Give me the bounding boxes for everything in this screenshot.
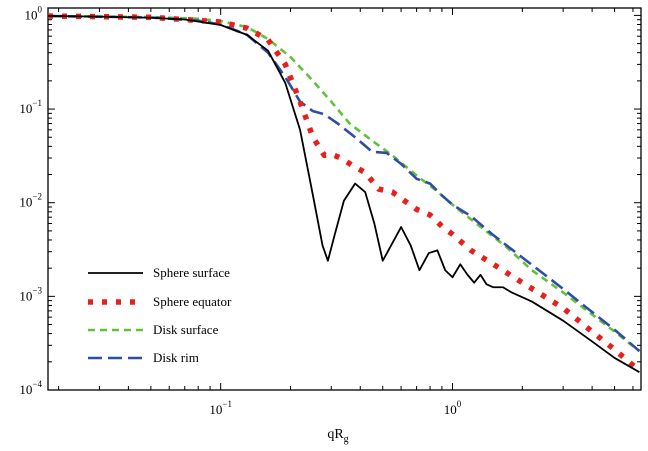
series-layer bbox=[48, 13, 641, 373]
legend: Sphere surface Sphere equator Disk surface… bbox=[88, 265, 232, 365]
y-tick-label: 10−2 bbox=[19, 192, 42, 210]
ticks-layer: 10−1 100 100 10−1 10−2 10−3 10−4 bbox=[19, 4, 641, 417]
legend-label: Disk surface bbox=[153, 322, 219, 337]
x-axis-label-sub: g bbox=[344, 434, 349, 445]
y-tick-label: 10−1 bbox=[19, 98, 42, 116]
y-tick-label: 10−3 bbox=[19, 285, 42, 303]
legend-label: Sphere surface bbox=[153, 265, 230, 280]
x-tick-label: 100 bbox=[444, 399, 462, 417]
x-axis-label-main: qR bbox=[327, 427, 344, 442]
y-tick-label: 10−4 bbox=[19, 379, 42, 397]
legend-label: Sphere equator bbox=[153, 294, 232, 309]
series-line-sphere-surface bbox=[48, 15, 640, 373]
series-line-sphere-equator bbox=[48, 13, 641, 373]
y-tick-label: 100 bbox=[25, 4, 43, 22]
series-line-disk-rim bbox=[48, 14, 641, 353]
series-line-disk-surface bbox=[48, 14, 641, 353]
x-axis-label: qRg bbox=[327, 427, 348, 445]
legend-label: Disk rim bbox=[153, 350, 199, 365]
x-tick-label: 10−1 bbox=[209, 399, 232, 417]
plot-frame bbox=[47, 7, 642, 391]
